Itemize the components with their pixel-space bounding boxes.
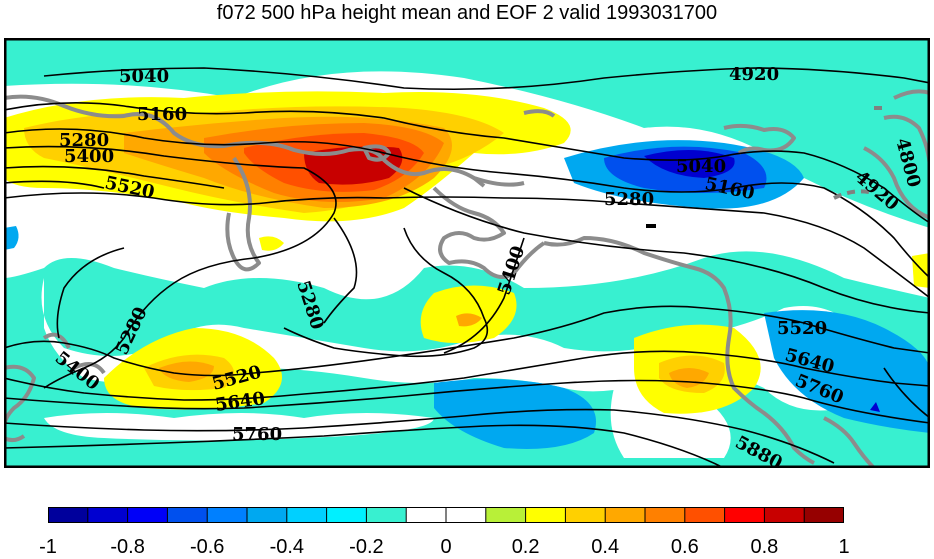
colorbar-swatch <box>286 507 328 523</box>
colorbar-swatch <box>127 507 168 523</box>
contour-label: 5520 <box>777 318 827 339</box>
colorbar-label: 0.6 <box>670 536 699 558</box>
colorbar-label: -0.2 <box>349 536 384 558</box>
colorbar-label: 0.4 <box>591 536 620 558</box>
colorbar-swatch <box>87 507 129 523</box>
colorbar-swatch <box>48 507 89 523</box>
colorbar-label: 0.8 <box>750 536 779 558</box>
colorbar-swatch <box>724 507 765 523</box>
map-title: f072 500 hPa height mean and EOF 2 valid… <box>216 2 718 24</box>
colorbar <box>47 507 845 523</box>
colorbar-label: -0.8 <box>110 536 145 558</box>
colorbar-label: -0.4 <box>269 536 305 558</box>
colorbar-swatch <box>247 507 288 523</box>
colorbar-border <box>48 507 844 523</box>
colorbar-swatch <box>446 507 487 523</box>
contour-label: 5280 <box>59 130 109 151</box>
colorbar-swatch <box>764 507 805 523</box>
eof-map: 5040 4920 5160 5280 5400 5520 4800 5040 … <box>4 38 930 468</box>
colorbar-label: -0.6 <box>189 536 225 558</box>
coastlines <box>4 89 930 468</box>
contour-label: 5280 <box>604 189 654 210</box>
contour-label: 5040 <box>676 156 726 177</box>
contour-labels: 5040 4920 5160 5280 5400 5520 4800 5040 … <box>51 64 925 468</box>
colorbar-swatch <box>605 507 646 523</box>
colorbar-swatch <box>366 507 407 523</box>
positive-regions <box>4 91 930 414</box>
colorbar-swatch <box>207 507 248 523</box>
colorbar-swatch <box>406 507 447 523</box>
colorbar-labels: -1 -0.8 -0.6 -0.4 -0.2 0 0.2 0.4 0.6 0.8 1 <box>0 536 934 558</box>
station-marker <box>646 224 656 228</box>
map-frame <box>4 38 930 468</box>
colorbar-label: -1 <box>39 536 57 558</box>
min-marker <box>870 402 880 412</box>
colorbar-swatch <box>485 507 527 523</box>
colorbar-label: 1 <box>838 536 850 558</box>
contour-label: 4920 <box>729 64 779 85</box>
contour-label: 5400 <box>64 146 114 167</box>
colorbar-swatch <box>525 507 566 523</box>
colorbar-swatch <box>684 507 726 523</box>
height-contours <box>4 67 930 468</box>
contour-label: 5160 <box>137 104 187 125</box>
colorbar-label: 0 <box>440 536 452 558</box>
colorbar-swatch <box>804 507 845 523</box>
colorbar-swatch <box>565 507 606 523</box>
contour-label: 5760 <box>232 424 282 445</box>
colorbar-swatches <box>47 507 845 523</box>
coastal-dashes <box>833 106 884 200</box>
colorbar-swatch <box>645 507 686 523</box>
contour-label: 5040 <box>119 66 169 87</box>
colorbar-label: 0.2 <box>511 536 540 558</box>
colorbar-swatch <box>167 507 208 523</box>
colorbar-swatch <box>326 507 367 523</box>
